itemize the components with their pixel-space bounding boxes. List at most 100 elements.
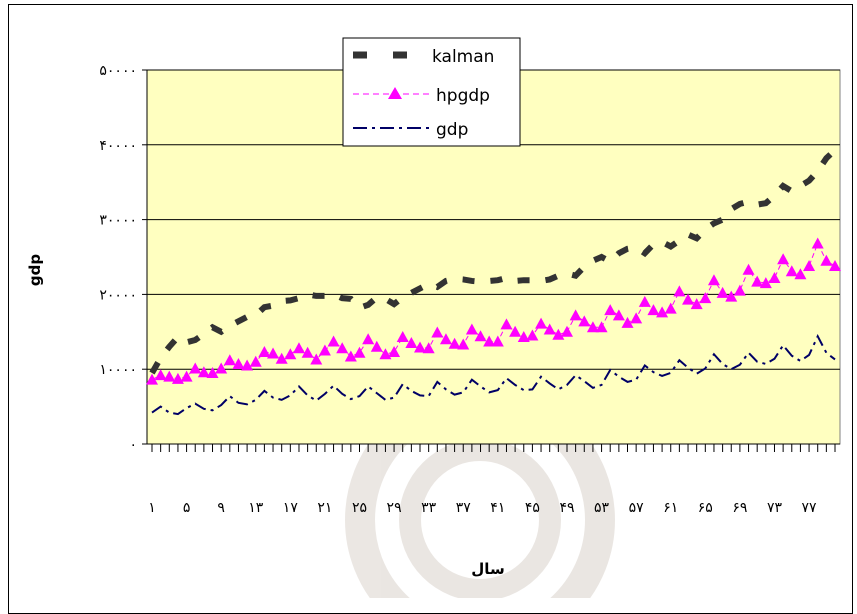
data-point-hpgdp <box>794 268 807 280</box>
data-point-hpgdp <box>180 370 193 382</box>
data-point-hpgdp <box>595 321 608 333</box>
data-point-hpgdp <box>751 275 764 287</box>
data-point-hpgdp <box>656 306 669 318</box>
x-tick-label: ۶۵ <box>698 500 713 516</box>
data-point-hpgdp <box>630 312 643 324</box>
legend-gdp-label: gdp <box>436 120 468 140</box>
data-point-hpgdp <box>543 323 556 335</box>
data-point-hpgdp <box>673 285 686 297</box>
x-tick-label: ۹ <box>217 500 225 516</box>
data-point-hpgdp <box>509 325 522 337</box>
data-point-hpgdp <box>526 329 539 341</box>
y-tick-label: ۱۰۰۰۰ <box>99 362 137 378</box>
y-tick-label: ۲۰۰۰۰ <box>99 287 137 303</box>
x-tick-label: ۵۳ <box>594 500 610 516</box>
data-point-hpgdp <box>777 253 790 265</box>
x-tick-label: ۴۵ <box>525 500 540 516</box>
data-point-hpgdp <box>336 342 349 354</box>
x-tick-label: ۵ <box>183 500 191 516</box>
data-point-hpgdp <box>422 342 435 354</box>
data-point-hpgdp <box>733 284 746 296</box>
y-tick-label: ۰ <box>129 437 137 453</box>
x-tick-label: ۲۱ <box>317 500 332 516</box>
data-point-hpgdp <box>707 274 720 286</box>
data-point-hpgdp <box>664 302 677 314</box>
x-tick-label: ۵۷ <box>629 500 645 516</box>
data-point-hpgdp <box>690 298 703 310</box>
y-tick-label: ۵۰۰۰۰ <box>99 63 137 79</box>
x-tick-label: ۶۹ <box>732 500 747 516</box>
data-point-hpgdp <box>483 335 496 347</box>
x-tick-label: ۶۱ <box>663 500 678 516</box>
data-point-hpgdp <box>829 259 841 271</box>
data-point-hpgdp <box>638 295 651 307</box>
x-tick-label: ۲۹ <box>387 500 402 516</box>
data-point-hpgdp <box>223 354 236 366</box>
axes <box>146 70 840 445</box>
data-point-hpgdp <box>275 352 288 364</box>
data-point-hpgdp <box>318 344 331 356</box>
y-axis-title: gdp <box>26 254 44 286</box>
data-point-hpgdp <box>569 309 582 321</box>
data-point-hpgdp <box>604 304 617 316</box>
data-point-hpgdp <box>405 337 418 349</box>
data-point-hpgdp <box>301 346 314 358</box>
legend-hpgdp-marker <box>388 87 402 99</box>
data-point-hpgdp <box>811 237 824 249</box>
x-tick-label: ۱۳ <box>248 500 264 516</box>
series-hpgdp <box>146 237 841 385</box>
data-point-hpgdp <box>370 340 383 352</box>
data-point-hpgdp <box>586 321 599 333</box>
data-point-hpgdp <box>232 357 245 369</box>
data-point-hpgdp <box>535 317 548 329</box>
data-point-hpgdp <box>500 318 513 330</box>
x-tick-label: ۷۳ <box>767 500 783 516</box>
data-point-hpgdp <box>759 277 772 289</box>
data-point-hpgdp <box>647 304 660 316</box>
data-point-hpgdp <box>803 259 816 271</box>
data-point-hpgdp <box>327 335 340 347</box>
data-point-hpgdp <box>292 342 305 354</box>
series-layer <box>146 147 841 416</box>
x-axis-ticks: ۱ ۵ ۹ ۱۳ ۱۷ ۲۱ ۲۵ ۲۹ ۳۳ ۳۷ ۴۱ ۴۵ ۴۹ ۵۳ ۵۷ ۶۱ ۶۵ ۶۹ ۷۳ ۷۷ <box>148 444 836 516</box>
data-point-hpgdp <box>725 290 738 302</box>
x-axis-title: سال <box>471 560 504 578</box>
series-line-gdp <box>151 334 836 416</box>
x-tick-label: ۷۷ <box>802 500 818 516</box>
data-point-hpgdp <box>448 337 461 349</box>
x-tick-label: ۳۷ <box>456 500 472 516</box>
data-point-hpgdp <box>621 316 634 328</box>
data-point-hpgdp <box>284 348 297 360</box>
data-point-hpgdp <box>267 347 280 359</box>
data-point-hpgdp <box>414 341 427 353</box>
data-point-hpgdp <box>578 315 591 327</box>
data-point-hpgdp <box>491 335 504 347</box>
y-tick-label: ۴۰۰۰۰ <box>99 138 137 154</box>
data-point-hpgdp <box>785 265 798 277</box>
data-point-hpgdp <box>258 345 271 357</box>
data-point-hpgdp <box>457 338 470 350</box>
data-point-hpgdp <box>560 325 573 337</box>
data-point-hpgdp <box>682 293 695 305</box>
data-point-hpgdp <box>820 254 833 266</box>
x-tick-label: ۱۷ <box>283 500 299 516</box>
y-tick-label: ۳۰۰۰۰ <box>99 213 137 229</box>
data-point-hpgdp <box>431 326 444 338</box>
data-point-hpgdp <box>197 366 210 378</box>
x-tick-label: ۳۳ <box>421 500 437 516</box>
data-point-hpgdp <box>310 353 323 365</box>
data-point-hpgdp <box>241 359 254 371</box>
data-point-hpgdp <box>716 286 729 298</box>
series-line-kalman <box>149 147 838 375</box>
data-point-hpgdp <box>146 373 158 385</box>
data-point-hpgdp <box>474 330 487 342</box>
series-kalman <box>149 147 838 375</box>
data-point-hpgdp <box>362 333 375 345</box>
data-point-hpgdp <box>154 369 167 381</box>
data-point-hpgdp <box>612 309 625 321</box>
data-point-hpgdp <box>249 355 262 367</box>
data-point-hpgdp <box>388 345 401 357</box>
data-point-hpgdp <box>699 292 712 304</box>
data-point-hpgdp <box>465 323 478 335</box>
data-point-hpgdp <box>742 263 755 275</box>
